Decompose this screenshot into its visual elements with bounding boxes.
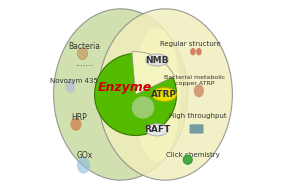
- Text: Regular structure: Regular structure: [160, 41, 221, 47]
- Ellipse shape: [152, 88, 176, 101]
- Text: Bacteria: Bacteria: [68, 42, 100, 51]
- Text: GOx: GOx: [76, 150, 92, 160]
- Ellipse shape: [65, 79, 76, 93]
- Ellipse shape: [53, 9, 188, 180]
- Circle shape: [95, 53, 176, 136]
- Ellipse shape: [194, 84, 204, 97]
- FancyBboxPatch shape: [190, 124, 204, 134]
- Text: Enzyme: Enzyme: [97, 81, 152, 94]
- Text: RAFT: RAFT: [144, 125, 170, 134]
- Ellipse shape: [77, 47, 88, 60]
- Text: Bacterial metabolic
copper ATRP: Bacterial metabolic copper ATRP: [164, 75, 225, 86]
- Ellipse shape: [77, 157, 90, 174]
- Ellipse shape: [190, 48, 196, 55]
- Ellipse shape: [146, 124, 168, 136]
- Circle shape: [132, 96, 154, 119]
- Ellipse shape: [196, 48, 202, 55]
- Ellipse shape: [70, 118, 82, 131]
- Text: ATRP: ATRP: [151, 90, 177, 99]
- Text: HRP: HRP: [71, 113, 87, 122]
- Wedge shape: [132, 52, 174, 94]
- Text: NMB: NMB: [145, 56, 169, 65]
- Ellipse shape: [146, 54, 168, 66]
- Ellipse shape: [98, 9, 233, 180]
- Circle shape: [183, 155, 192, 164]
- Text: .......: .......: [75, 59, 94, 68]
- Text: Novozym 435: Novozym 435: [50, 77, 98, 84]
- Ellipse shape: [134, 27, 180, 162]
- Text: High throughput: High throughput: [169, 113, 227, 119]
- Text: Click chemistry: Click chemistry: [166, 152, 220, 158]
